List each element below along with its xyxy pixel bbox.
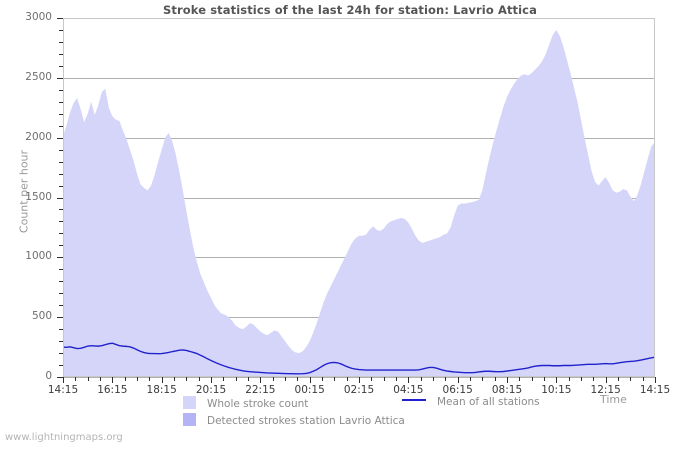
legend-item-detected-strokes: Detected strokes station Lavrio Attica <box>183 413 405 427</box>
legend-swatch-detected-strokes <box>183 413 196 426</box>
y-tick-label: 500 <box>31 310 52 323</box>
y-tick-label: 1000 <box>25 250 52 263</box>
x-tick-label: 18:15 <box>146 384 177 396</box>
legend-label-mean-of-all-stations: Mean of all stations <box>437 396 540 408</box>
legend-item-whole-stroke-count: Whole stroke count <box>183 396 308 410</box>
x-tick-label: 14:15 <box>47 384 79 396</box>
y-tick-label: 2000 <box>25 130 52 143</box>
x-tick-label: 04:15 <box>393 384 424 396</box>
x-tick-label: 08:15 <box>491 384 523 396</box>
x-tick-label: 22:15 <box>245 384 276 396</box>
y-tick-label: 3000 <box>25 11 52 23</box>
legend-label-whole-stroke-count: Whole stroke count <box>207 398 309 410</box>
chart-legend: Whole stroke count Detected strokes stat… <box>0 394 700 430</box>
x-tick-label: 02:15 <box>343 384 375 396</box>
legend-line-mean-of-all-stations <box>402 399 426 401</box>
x-tick-label: 12:15 <box>590 384 621 396</box>
x-tick-label: 20:15 <box>195 384 227 396</box>
x-tick-label: 00:15 <box>294 384 325 396</box>
watermark: www.lightningmaps.org <box>5 432 123 443</box>
legend-label-detected-strokes: Detected strokes station Lavrio Attica <box>207 415 405 427</box>
x-tick-label: 16:15 <box>97 384 128 396</box>
y-tick-label: 1500 <box>25 190 52 203</box>
x-axis-label: Time <box>600 393 627 406</box>
x-tick-label: 10:15 <box>541 384 572 396</box>
legend-item-mean-of-all-stations: Mean of all stations <box>402 396 540 408</box>
x-tick-label: 14:15 <box>639 384 671 396</box>
y-tick-label: 0 <box>45 370 52 382</box>
legend-swatch-whole-stroke-count <box>183 396 196 409</box>
chart-title: Stroke statistics of the last 24h for st… <box>163 3 537 17</box>
y-tick-label: 2500 <box>25 70 52 83</box>
x-tick-label: 06:15 <box>442 384 473 396</box>
